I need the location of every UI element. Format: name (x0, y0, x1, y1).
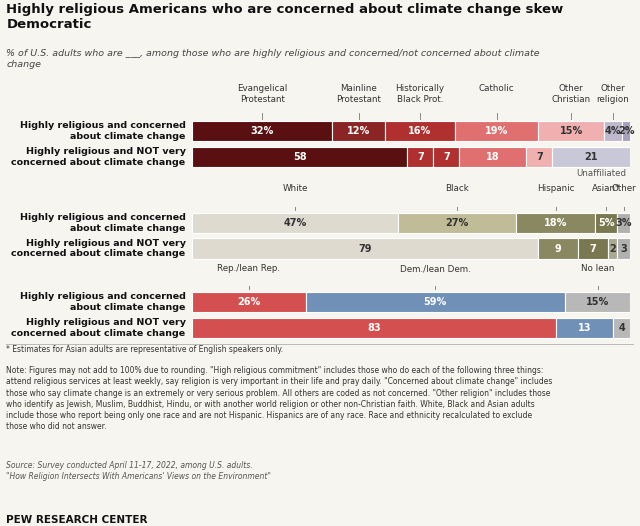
Bar (408, 147, 433, 167)
Text: 58: 58 (293, 152, 307, 162)
Text: Source: Survey conducted April 11-17, 2022, among U.S. adults.
"How Religion Int: Source: Survey conducted April 11-17, 20… (6, 461, 271, 481)
Bar (617, 213, 630, 233)
Bar (192, 121, 332, 141)
Text: Black: Black (445, 184, 469, 193)
Text: Highly religious Americans who are concerned about climate change skew
Democrati: Highly religious Americans who are conce… (6, 3, 564, 31)
Text: White: White (282, 184, 308, 193)
Text: Dem./lean Dem.: Dem./lean Dem. (400, 264, 470, 273)
Text: Hispanic: Hispanic (537, 184, 575, 193)
Text: 2: 2 (609, 244, 616, 254)
Bar (613, 318, 630, 338)
Text: 4: 4 (618, 323, 625, 333)
Bar (385, 121, 455, 141)
Text: Highly religious and NOT very
concerned about climate change: Highly religious and NOT very concerned … (12, 147, 186, 167)
Bar (595, 213, 617, 233)
Text: Catholic: Catholic (479, 84, 515, 93)
Bar (617, 238, 630, 259)
Bar (192, 147, 408, 167)
Text: 13: 13 (578, 323, 591, 333)
Text: 59%: 59% (424, 297, 447, 307)
Text: 27%: 27% (445, 218, 469, 228)
Text: Note: Figures may not add to 100% due to rounding. "High religious commitment" i: Note: Figures may not add to 100% due to… (6, 366, 553, 431)
Bar (192, 318, 556, 338)
Text: 2%: 2% (618, 126, 634, 136)
Bar (332, 121, 385, 141)
Text: 7: 7 (443, 152, 450, 162)
Text: 21: 21 (584, 152, 598, 162)
Text: 16%: 16% (408, 126, 431, 136)
Text: 9: 9 (555, 244, 561, 254)
Bar (538, 238, 578, 259)
Text: 7: 7 (417, 152, 424, 162)
Text: 7: 7 (590, 244, 596, 254)
Text: 32%: 32% (250, 126, 274, 136)
Text: Highly religious and concerned
about climate change: Highly religious and concerned about cli… (20, 122, 186, 141)
Bar (398, 213, 516, 233)
Text: 12%: 12% (347, 126, 370, 136)
Text: 15%: 15% (586, 297, 609, 307)
Bar (578, 238, 609, 259)
Text: Asian*: Asian* (592, 184, 621, 193)
Bar (609, 238, 617, 259)
Text: 19%: 19% (485, 126, 508, 136)
Text: Evangelical
Protestant: Evangelical Protestant (237, 84, 287, 104)
Text: 15%: 15% (559, 126, 583, 136)
Bar (538, 121, 604, 141)
Text: Other
religion: Other religion (596, 84, 629, 104)
Bar (552, 147, 630, 167)
Text: Other: Other (611, 184, 636, 193)
Text: 5%: 5% (598, 218, 614, 228)
Bar (564, 292, 630, 312)
Text: 18%: 18% (544, 218, 568, 228)
Text: % of U.S. adults who are ___, among those who are highly religious and concerned: % of U.S. adults who are ___, among thos… (6, 49, 540, 69)
Text: No lean: No lean (581, 264, 614, 273)
Bar (604, 121, 621, 141)
Bar (460, 147, 526, 167)
Text: Unaffiliated: Unaffiliated (576, 169, 626, 178)
Text: 18: 18 (486, 152, 500, 162)
Bar (433, 147, 460, 167)
Bar (455, 121, 538, 141)
Bar (516, 213, 595, 233)
Text: PEW RESEARCH CENTER: PEW RESEARCH CENTER (6, 515, 148, 525)
Text: Highly religious and concerned
about climate change: Highly religious and concerned about cli… (20, 292, 186, 312)
Bar (192, 213, 398, 233)
Text: Highly religious and concerned
about climate change: Highly religious and concerned about cli… (20, 213, 186, 232)
Bar (306, 292, 564, 312)
Text: 3: 3 (620, 244, 627, 254)
Text: 4%: 4% (605, 126, 621, 136)
Text: Highly religious and NOT very
concerned about climate change: Highly religious and NOT very concerned … (12, 239, 186, 258)
Text: Rep./lean Rep.: Rep./lean Rep. (218, 264, 280, 273)
Bar (192, 292, 306, 312)
Text: Mainline
Protestant: Mainline Protestant (336, 84, 381, 104)
Text: Other
Christian: Other Christian (552, 84, 591, 104)
Text: 47%: 47% (284, 218, 307, 228)
Text: 3%: 3% (616, 218, 632, 228)
Bar (621, 121, 630, 141)
Text: 7: 7 (536, 152, 543, 162)
Bar (192, 238, 538, 259)
Text: 26%: 26% (237, 297, 260, 307)
Text: * Estimates for Asian adults are representative of English speakers only.: * Estimates for Asian adults are represe… (6, 345, 284, 353)
Bar (526, 147, 552, 167)
Text: 79: 79 (358, 244, 372, 254)
Text: Historically
Black Prot.: Historically Black Prot. (396, 84, 444, 104)
Bar (556, 318, 613, 338)
Text: Highly religious and NOT very
concerned about climate change: Highly religious and NOT very concerned … (12, 318, 186, 338)
Text: 83: 83 (367, 323, 381, 333)
